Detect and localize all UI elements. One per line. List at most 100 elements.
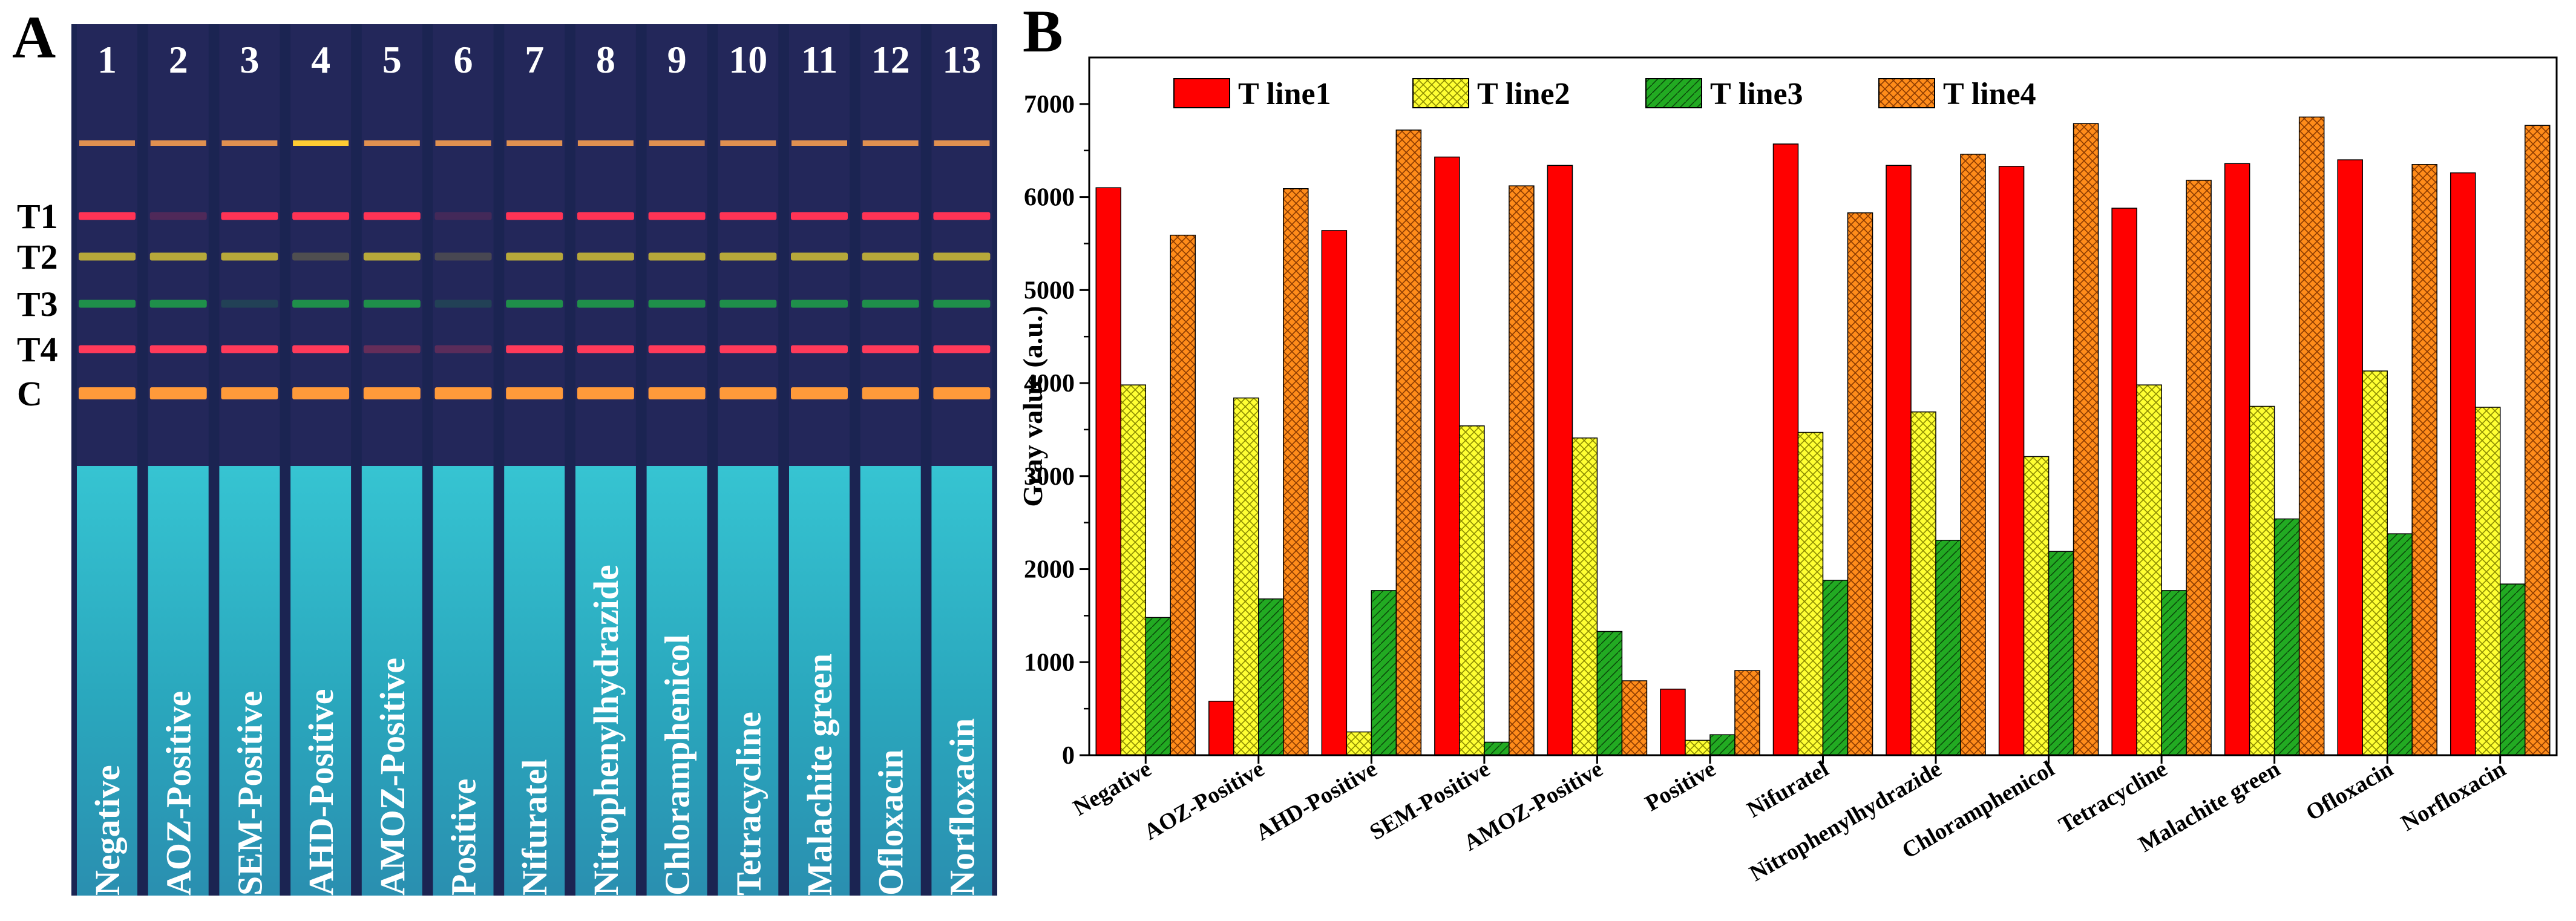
- y-ticks: 0 1000 2000 3000 4000 5000 6000 7000: [1024, 91, 1089, 770]
- x-tick-label: AHD-Positive: [1251, 756, 1381, 845]
- bar-t-line1: [1886, 165, 1912, 756]
- bar-t-line1: [1772, 143, 1799, 756]
- sample-label: Malachite green: [800, 654, 839, 896]
- bar-t-line3: [1371, 590, 1397, 756]
- bar-t-line2: [1459, 425, 1485, 756]
- strip: [789, 24, 850, 466]
- strip-band-t4: [434, 345, 492, 353]
- strip-band-t3: [221, 300, 278, 308]
- x-tick-label: Norfloxacin: [2397, 756, 2510, 836]
- y-tick-label: 7000: [1024, 91, 1075, 119]
- legend-swatch: [1645, 78, 1702, 108]
- strip-band-c: [79, 387, 136, 399]
- strip: [860, 24, 921, 466]
- strip-band-c: [577, 387, 634, 399]
- bar-t-line2: [2023, 456, 2050, 756]
- sample-label: SEM-Positive: [230, 691, 269, 896]
- strip-band-t4: [648, 345, 706, 353]
- sample-label: Tetracycline: [729, 712, 768, 896]
- strip-band-t3: [79, 300, 136, 308]
- strip-band-t2: [577, 252, 634, 261]
- strip-band-t1: [434, 212, 492, 220]
- bar-t-line3: [2499, 583, 2526, 756]
- strip-band-t4: [862, 345, 919, 353]
- bar-t-line1: [1321, 230, 1348, 756]
- strip-band-t1: [577, 212, 634, 220]
- bar-t-line4: [1283, 188, 1309, 756]
- lane-number: 4: [311, 38, 330, 81]
- legend-label: T line3: [1710, 77, 1803, 111]
- strip-band-t4: [577, 345, 634, 353]
- lane-number: 12: [871, 38, 910, 81]
- sample-pad: [433, 466, 494, 896]
- y-tick-label: 1000: [1024, 649, 1075, 677]
- strip-band-c: [221, 387, 278, 399]
- strip-band-t4: [363, 345, 421, 353]
- sample-pad: [219, 466, 280, 896]
- bar-t-line2: [2362, 370, 2388, 756]
- bar-t-line3: [1709, 734, 1735, 756]
- strip-band-c: [506, 387, 563, 399]
- strip: [219, 24, 280, 466]
- strip-top-line: [221, 140, 278, 146]
- strip: [290, 24, 352, 466]
- bar-t-line4: [2298, 116, 2325, 756]
- strip: [433, 24, 494, 466]
- strip-band-t2: [933, 252, 991, 261]
- strip: [718, 24, 779, 466]
- bar-t-line3: [1258, 598, 1284, 756]
- sample-label: Negative: [88, 765, 127, 896]
- strip-band-t2: [434, 252, 492, 261]
- bar-t-line2: [1910, 411, 1936, 756]
- strip-band-t1: [791, 212, 848, 220]
- bar-t-line4: [1170, 234, 1196, 756]
- x-tick-label: Nitrophenylhydrazide: [1745, 756, 1945, 886]
- bar-t-line3: [1935, 540, 1961, 756]
- sample-pad: [504, 466, 565, 896]
- sample-pad: [148, 466, 209, 896]
- x-tick-label: Nifuratel: [1743, 756, 1833, 822]
- strip-band-t2: [363, 252, 421, 261]
- bar-t-line4: [1847, 212, 1873, 756]
- sample-label: AMOZ-Positive: [373, 658, 412, 896]
- bar-t-line1: [2450, 172, 2476, 756]
- x-tick-label: Negative: [1069, 756, 1155, 821]
- bar-t-line3: [2273, 518, 2300, 756]
- strip-top-line: [293, 140, 349, 146]
- y-axis-title: Gray value (a.u.): [1017, 306, 1048, 506]
- strip: [931, 24, 992, 466]
- strip-band-c: [292, 387, 350, 399]
- bar-t-line1: [1434, 156, 1460, 756]
- lane-number: 6: [454, 38, 473, 81]
- strip-band-c: [149, 387, 207, 399]
- test-strips: Negative AOZ-Positive SEM-Positive AHD-Posi…: [77, 24, 992, 896]
- strip-band-t4: [933, 345, 991, 353]
- strip-band-t3: [719, 300, 777, 308]
- bar-t-line1: [2111, 208, 2137, 756]
- bar-t-line2: [2474, 407, 2501, 756]
- strip-band-t3: [577, 300, 634, 308]
- strip-band-t3: [149, 300, 207, 308]
- panel-a: A Negative AOZ-Positive SEM-Positive AHD-Po…: [12, 4, 997, 896]
- x-tick-label: Ofloxacin: [2302, 756, 2397, 826]
- strip: [77, 24, 137, 466]
- bar-t-line4: [1395, 129, 1422, 756]
- strip-band-c: [791, 387, 848, 399]
- strip-top-line: [720, 140, 776, 146]
- sample-pad: [718, 466, 779, 896]
- strip-band-t4: [292, 345, 350, 353]
- strip-band-t1: [648, 212, 706, 220]
- legend-swatch: [1878, 78, 1935, 108]
- bar-t-line1: [2337, 159, 2363, 756]
- bar-t-line3: [1822, 580, 1849, 756]
- strip-top-line: [435, 140, 491, 146]
- strip-band-c: [719, 387, 777, 399]
- strip-top-line: [577, 140, 634, 146]
- y-tick-label: 6000: [1024, 184, 1075, 212]
- bar-t-line1: [2224, 163, 2250, 756]
- strip: [361, 24, 422, 466]
- strip: [646, 24, 707, 466]
- lane-number: 10: [729, 38, 767, 81]
- bar-t-line3: [1145, 617, 1172, 756]
- strip-band-t3: [862, 300, 919, 308]
